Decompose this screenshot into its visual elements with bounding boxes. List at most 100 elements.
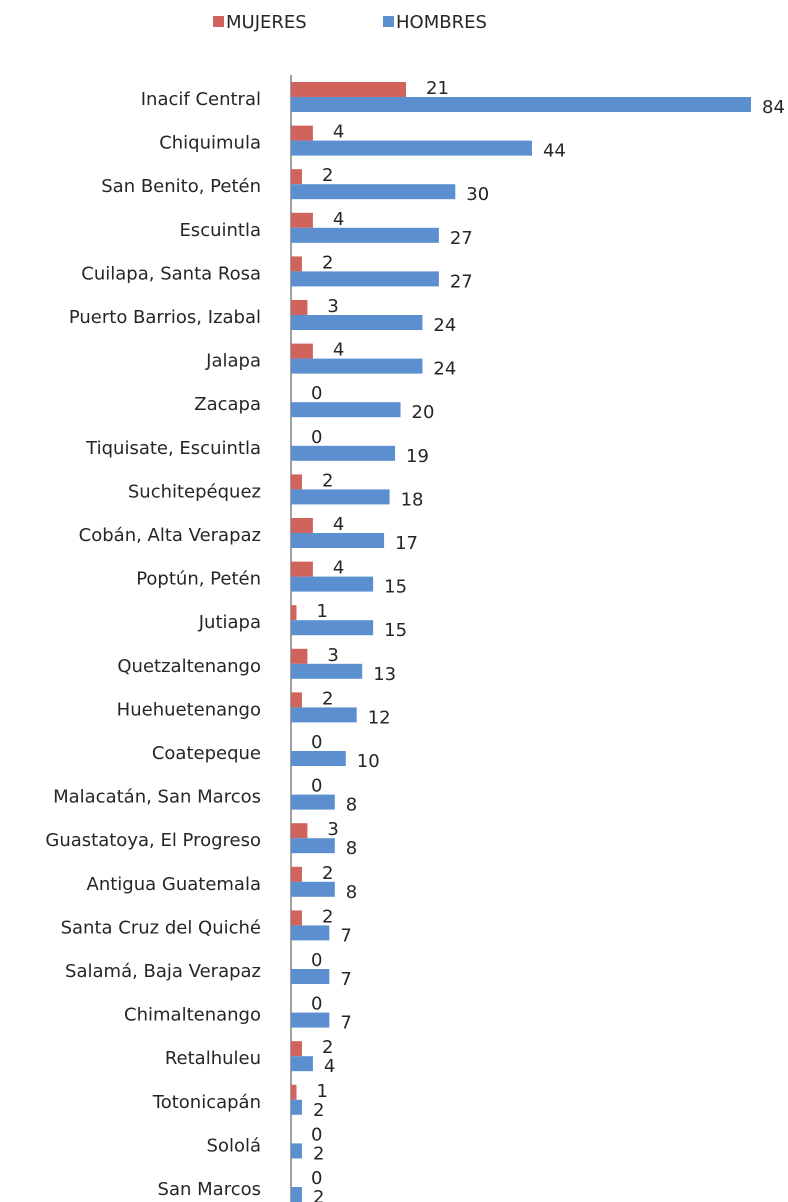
data-label: 21 bbox=[426, 78, 449, 99]
bar bbox=[291, 925, 330, 941]
data-label: 7 bbox=[340, 969, 351, 990]
bar bbox=[291, 707, 357, 723]
data-label: 2 bbox=[322, 252, 333, 273]
bar bbox=[291, 1099, 302, 1115]
category-label: Escuintla bbox=[179, 220, 261, 241]
data-label: 0 bbox=[311, 383, 322, 404]
data-label: 0 bbox=[311, 427, 322, 448]
bar bbox=[291, 751, 346, 766]
data-label: 7 bbox=[340, 1013, 351, 1034]
category-label: Suchitepéquez bbox=[128, 481, 261, 502]
category-label: Chimaltenango bbox=[124, 1005, 261, 1026]
data-label: 1 bbox=[316, 601, 327, 622]
data-label: 19 bbox=[406, 446, 429, 467]
data-label: 3 bbox=[327, 645, 338, 666]
bar bbox=[291, 402, 401, 418]
bar bbox=[291, 561, 313, 577]
category-label: Quetzaltenango bbox=[117, 656, 261, 677]
bar bbox=[291, 1041, 302, 1057]
category-label: Puerto Barrios, Izabal bbox=[69, 307, 261, 328]
bar bbox=[291, 838, 335, 854]
data-label: 2 bbox=[322, 1037, 333, 1058]
category-label: Retalhuleu bbox=[165, 1048, 261, 1069]
bar bbox=[291, 227, 439, 243]
category-label: Huehuetenango bbox=[117, 699, 261, 720]
bar bbox=[291, 489, 390, 505]
category-label: Cuilapa, Santa Rosa bbox=[81, 263, 261, 284]
bar bbox=[291, 605, 297, 621]
data-label: 27 bbox=[450, 228, 473, 249]
bar bbox=[291, 576, 374, 592]
data-label: 7 bbox=[340, 925, 351, 946]
bar bbox=[291, 969, 330, 984]
category-label: San Benito, Petén bbox=[101, 176, 261, 197]
data-label: 0 bbox=[311, 1124, 322, 1145]
legend-label: HOMBRES bbox=[396, 12, 487, 33]
bar bbox=[291, 663, 363, 679]
legend-swatch bbox=[213, 16, 224, 27]
category-label: Malacatán, San Marcos bbox=[53, 787, 261, 808]
bar bbox=[291, 97, 751, 112]
bar bbox=[291, 212, 313, 228]
bar bbox=[291, 1187, 302, 1202]
bar bbox=[291, 794, 335, 810]
data-label: 2 bbox=[322, 688, 333, 709]
category-label: Guastatoya, El Progreso bbox=[45, 830, 261, 851]
data-label: 84 bbox=[762, 97, 785, 118]
category-label: Salamá, Baja Verapaz bbox=[65, 961, 261, 982]
data-label: 24 bbox=[433, 359, 456, 380]
data-label: 13 bbox=[373, 664, 396, 685]
data-label: 3 bbox=[327, 819, 338, 840]
data-label: 8 bbox=[346, 838, 357, 859]
data-label: 30 bbox=[466, 184, 489, 205]
category-label: Zacapa bbox=[194, 394, 261, 415]
data-label: 3 bbox=[327, 296, 338, 317]
category-label: Coatepeque bbox=[152, 743, 261, 764]
data-label: 4 bbox=[324, 1056, 335, 1077]
bar bbox=[291, 533, 385, 548]
bar bbox=[291, 343, 313, 359]
category-label: Antigua Guatemala bbox=[87, 874, 261, 895]
bar bbox=[291, 1056, 313, 1072]
data-label: 4 bbox=[333, 122, 344, 143]
bar bbox=[291, 358, 423, 374]
data-label: 2 bbox=[322, 863, 333, 884]
legend-swatch bbox=[383, 16, 394, 27]
legend-label: MUJERES bbox=[226, 12, 307, 33]
data-label: 15 bbox=[384, 620, 407, 641]
bar bbox=[291, 169, 302, 185]
category-label: Santa Cruz del Quiché bbox=[61, 917, 261, 938]
bar bbox=[291, 315, 423, 330]
data-label: 44 bbox=[543, 141, 566, 162]
data-label: 4 bbox=[333, 209, 344, 230]
category-label: Sololá bbox=[207, 1135, 261, 1156]
bar bbox=[291, 184, 456, 200]
data-label: 4 bbox=[333, 340, 344, 361]
bar bbox=[291, 866, 302, 882]
category-label: Chiquimula bbox=[159, 133, 261, 154]
bar bbox=[291, 881, 335, 897]
bar bbox=[291, 692, 302, 708]
bar bbox=[291, 125, 313, 141]
data-label: 0 bbox=[311, 950, 322, 971]
data-label: 0 bbox=[311, 994, 322, 1015]
bar bbox=[291, 823, 308, 839]
data-label: 8 bbox=[346, 882, 357, 903]
bar bbox=[291, 518, 313, 533]
category-label: Poptún, Petén bbox=[136, 569, 261, 590]
bar bbox=[291, 1012, 330, 1028]
data-label: 0 bbox=[311, 732, 322, 753]
bar bbox=[291, 82, 406, 97]
data-label: 4 bbox=[333, 514, 344, 535]
data-label: 27 bbox=[450, 271, 473, 292]
data-label: 2 bbox=[313, 1100, 324, 1121]
data-label: 1 bbox=[316, 1081, 327, 1102]
category-label: Jalapa bbox=[205, 351, 261, 372]
data-label: 0 bbox=[311, 776, 322, 797]
bar bbox=[291, 474, 302, 490]
category-label: Cobán, Alta Verapaz bbox=[79, 525, 261, 546]
data-label: 10 bbox=[357, 751, 380, 772]
data-label: 15 bbox=[384, 577, 407, 598]
data-label: 20 bbox=[412, 402, 435, 423]
